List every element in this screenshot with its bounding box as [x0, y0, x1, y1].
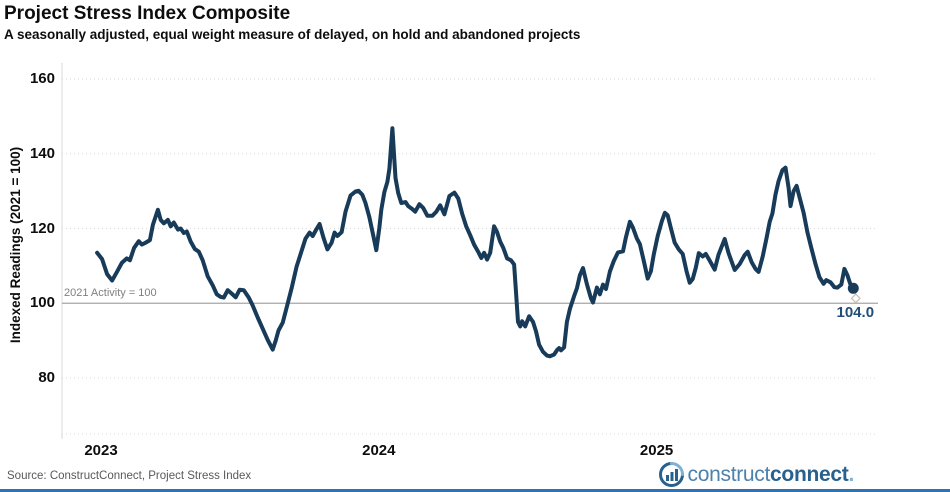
chart-subtitle: A seasonally adjusted, equal weight meas… — [4, 27, 581, 42]
ghost-diamond-marker — [850, 293, 861, 304]
y-tick-label: 100 — [29, 294, 55, 312]
x-tick-label: 2023 — [84, 442, 118, 459]
constructconnect-logo: constructconnect. — [658, 461, 854, 489]
constructconnect-logo-icon — [658, 462, 685, 489]
logo-text-connect: connect — [770, 463, 849, 486]
end-point-dot — [847, 282, 859, 294]
y-tick-label: 80 — [38, 369, 55, 386]
reference-line-label: 2021 Activity = 100 — [64, 287, 157, 299]
y-tick-label: 120 — [29, 219, 55, 237]
x-tick-label: 2025 — [639, 442, 674, 459]
series-line — [95, 126, 856, 359]
bottom-accent-bar — [0, 489, 950, 492]
y-tick-label: 140 — [29, 144, 55, 162]
page-title: Project Stress Index Composite — [4, 3, 291, 24]
source-attribution: Source: ConstructConnect, Project Stress… — [7, 470, 252, 482]
logo-text-period: . — [848, 463, 854, 486]
y-tick-label: 160 — [29, 70, 55, 87]
logo-text-construct: construct — [687, 463, 771, 486]
last-value-label: 104.0 — [836, 304, 875, 322]
x-tick-label: 2024 — [362, 442, 396, 459]
